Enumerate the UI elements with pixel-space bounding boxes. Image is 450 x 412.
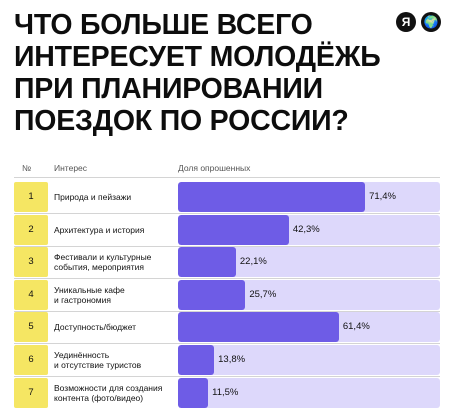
- chart-row: 2 Архитектура и история 42,3%: [14, 214, 440, 245]
- data-label: 71,4%: [369, 191, 396, 202]
- chart-row: 5 Доступность/бюджет 61,4%: [14, 312, 440, 343]
- data-label: 25,7%: [249, 288, 277, 300]
- globe-logo-icon: 🌍: [421, 12, 441, 32]
- row-label: Уникальные кафе и гастрономия: [54, 284, 125, 305]
- title-line-1: ЧТО БОЛЬШЕ ВСЕГО: [14, 9, 313, 41]
- brand-logos: Я 🌍: [396, 12, 441, 32]
- row-divider: [14, 245, 440, 247]
- row-divider: [14, 376, 440, 377]
- row-rank: 4: [14, 279, 48, 310]
- row-divider: [14, 278, 440, 280]
- bar-track: [178, 377, 440, 408]
- row-divider: [14, 310, 440, 312]
- bar: [178, 345, 215, 375]
- row-rank: 6: [14, 345, 48, 375]
- data-label: 22,1%: [239, 256, 267, 268]
- bar-track: [178, 279, 440, 310]
- bar-track: [178, 345, 440, 375]
- header-number: №: [22, 163, 32, 173]
- bar-track: [178, 312, 440, 343]
- data-label: 42,3%: [292, 223, 320, 235]
- row-rank: 3: [14, 247, 48, 278]
- title-line-2: ИНТЕРЕСУЕТ МОЛОДЁЖЬ: [14, 41, 381, 73]
- chart-title: ЧТО БОЛЬШЕ ВСЕГО ИНТЕРЕСУЕТ МОЛОДЁЖЬ ПРИ…: [14, 9, 399, 137]
- title-line-3: ПРИ ПЛАНИРОВАНИИ: [14, 73, 323, 105]
- bar: [178, 247, 236, 278]
- row-label: Архитектура и история: [54, 224, 145, 235]
- row-divider: [14, 343, 440, 345]
- header-divider: [14, 177, 440, 178]
- title-line-4: ПОЕЗДОК ПО РОССИИ?: [14, 105, 349, 137]
- row-label: Уединённость и отсутствие туристов: [54, 350, 142, 370]
- bar-track: [178, 214, 440, 245]
- bar-track: [178, 182, 440, 212]
- bar: [178, 377, 209, 408]
- yandex-logo-icon: Я: [396, 12, 416, 32]
- chart-row: 3 Фестивали и культурные события, меропри…: [14, 247, 440, 278]
- row-label: Фестивали и культурные события, мероприя…: [54, 252, 152, 273]
- row-label: Доступность/бюджет: [54, 322, 137, 333]
- row-rank: 7: [14, 377, 48, 408]
- bar: [178, 312, 339, 343]
- row-rank: 5: [14, 312, 48, 343]
- chart-row: 1 Природа и пейзажи 71,4%: [14, 182, 440, 212]
- row-label: Возможности для создания контента (фото/…: [54, 382, 163, 403]
- row-label: Природа и пейзажи: [54, 192, 132, 202]
- bar: [178, 214, 289, 245]
- header-share: Доля опрошенных: [178, 163, 251, 173]
- chart-row: 6 Уединённость и отсутствие туристов 13,8%: [14, 345, 440, 375]
- bar-track: [178, 247, 440, 278]
- data-label: 11,5%: [212, 386, 239, 398]
- bar: [178, 279, 246, 310]
- bar: [178, 182, 366, 212]
- row-rank: 1: [14, 182, 48, 212]
- header-interest: Интерес: [54, 163, 88, 173]
- chart-row: 7 Возможности для создания контента (фото…: [14, 377, 440, 408]
- row-rank: 2: [14, 214, 48, 245]
- row-divider: [14, 213, 440, 214]
- data-label: 13,8%: [218, 354, 246, 365]
- data-label: 61,4%: [342, 321, 370, 333]
- chart-row: 4 Уникальные кафе и гастрономия 25,7%: [14, 279, 440, 310]
